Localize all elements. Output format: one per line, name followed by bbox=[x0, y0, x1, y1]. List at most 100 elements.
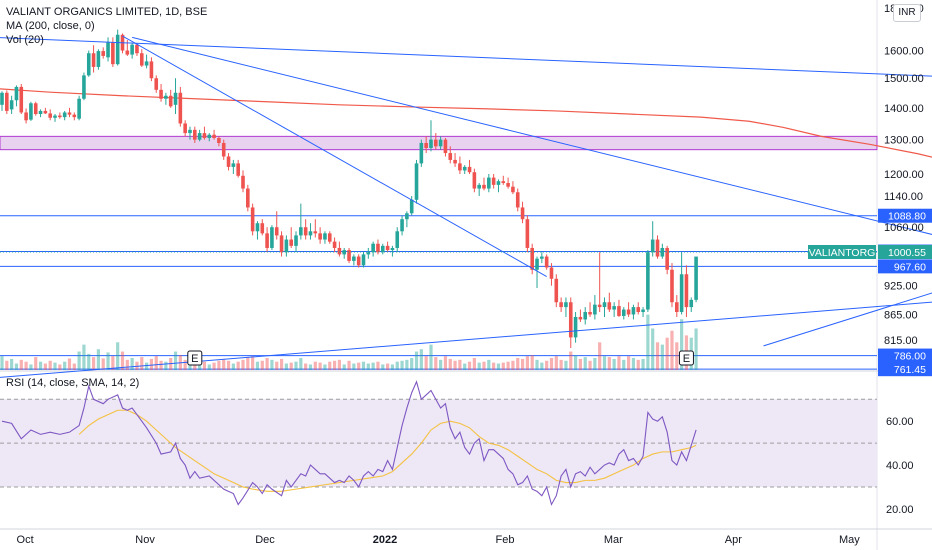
volume-bar bbox=[458, 359, 462, 370]
volume-legend[interactable]: Vol (20) bbox=[6, 34, 44, 46]
time-tick-label: Mar bbox=[604, 534, 623, 546]
volume-bar bbox=[207, 364, 211, 370]
volume-bar bbox=[622, 359, 626, 370]
candle-body bbox=[265, 233, 269, 248]
volume-bar bbox=[448, 358, 452, 370]
time-tick-label: May bbox=[839, 534, 860, 546]
volume-bar bbox=[164, 361, 168, 370]
volume-bar bbox=[602, 356, 607, 370]
price-tick-label: 1200.00 bbox=[884, 169, 924, 181]
volume-bar bbox=[231, 363, 235, 370]
volume-bar bbox=[530, 355, 534, 370]
candle-body bbox=[501, 181, 506, 184]
volume-bar bbox=[545, 360, 549, 370]
volume-bar bbox=[241, 359, 245, 370]
candle-body bbox=[559, 302, 563, 308]
rsi-line bbox=[1, 380, 697, 506]
volume-bar bbox=[111, 356, 115, 370]
volume-bar bbox=[289, 362, 293, 370]
candle-body bbox=[260, 223, 265, 234]
candle-body bbox=[607, 302, 612, 310]
candle-body bbox=[380, 245, 385, 253]
volume-bar bbox=[680, 319, 684, 370]
symbol-tag-label: VALIANTORG bbox=[809, 247, 876, 259]
trendlines-layer bbox=[0, 35, 932, 378]
volume-bar bbox=[390, 364, 395, 370]
ma-legend[interactable]: MA (200, close, 0) bbox=[6, 20, 95, 32]
candle-body bbox=[578, 316, 583, 320]
candle-body bbox=[250, 207, 255, 232]
trend-line bbox=[132, 36, 932, 235]
candle-body bbox=[371, 243, 375, 253]
candle-body bbox=[58, 115, 62, 118]
candle-body bbox=[289, 239, 293, 246]
volume-bar bbox=[535, 359, 539, 370]
candle-body bbox=[231, 163, 236, 167]
candle-body bbox=[588, 311, 592, 315]
candle-body bbox=[183, 123, 187, 134]
volume-bar bbox=[24, 361, 28, 370]
candle-body bbox=[593, 304, 597, 315]
axis-background bbox=[877, 0, 932, 550]
price-tick-label: 1600.00 bbox=[884, 46, 924, 58]
rsi-legend[interactable]: RSI (14, close, SMA, 14, 2) bbox=[6, 377, 140, 389]
candle-body bbox=[491, 177, 496, 185]
earnings-marker bbox=[678, 350, 694, 366]
volume-bar bbox=[251, 356, 255, 370]
candle-body bbox=[279, 235, 284, 253]
candle-body bbox=[178, 92, 183, 124]
volume-layer bbox=[0, 314, 698, 370]
volume-bar bbox=[564, 360, 568, 370]
symbol-legend[interactable]: VALIANT ORGANICS LIMITED, 1D, BSE bbox=[6, 6, 208, 18]
volume-bar bbox=[173, 351, 178, 370]
candle-body bbox=[111, 42, 115, 65]
candle-body bbox=[487, 177, 491, 189]
volume-bar bbox=[159, 360, 163, 370]
candle-body bbox=[246, 188, 250, 208]
volume-bar bbox=[405, 359, 409, 370]
rsi-tick-label: 20.00 bbox=[886, 504, 914, 516]
volume-bar bbox=[294, 361, 298, 370]
volume-bar bbox=[646, 314, 650, 370]
candle-body bbox=[82, 75, 86, 99]
volume-bar bbox=[414, 351, 419, 370]
volume-bar bbox=[627, 356, 631, 370]
candle-body bbox=[525, 219, 530, 248]
volume-bar bbox=[29, 364, 33, 370]
time-tick-label: Apr bbox=[725, 534, 742, 546]
volume-bar bbox=[651, 328, 655, 370]
price-level-tag-label: 761.45 bbox=[894, 364, 926, 376]
time-axis: Oct Nov Dec 2022 Feb Mar Apr May bbox=[17, 534, 861, 546]
volume-bar bbox=[525, 356, 529, 370]
candle-body bbox=[655, 239, 660, 257]
volume-bar bbox=[400, 360, 404, 370]
volume-bar bbox=[120, 351, 125, 370]
price-tick-label: 1400.00 bbox=[884, 103, 924, 115]
trend-line bbox=[122, 35, 547, 277]
candle-body bbox=[308, 231, 313, 236]
volume-bar bbox=[386, 363, 390, 370]
candle-body bbox=[650, 239, 655, 253]
price-level-tag bbox=[878, 208, 932, 223]
candle-body bbox=[429, 139, 433, 148]
volume-bar bbox=[641, 358, 645, 370]
candle-body bbox=[612, 306, 616, 310]
candle-body bbox=[568, 302, 573, 338]
volume-bar bbox=[226, 360, 231, 370]
volume-bar bbox=[130, 358, 134, 370]
candle-body bbox=[33, 103, 38, 115]
price-tick-label: 1060.00 bbox=[884, 222, 924, 234]
candle-body bbox=[38, 110, 43, 115]
candle-body bbox=[294, 235, 298, 246]
candle-body bbox=[626, 309, 631, 315]
candle-body bbox=[274, 227, 279, 236]
price-level-tag bbox=[878, 362, 932, 377]
candle-body bbox=[684, 274, 689, 308]
currency-badge[interactable]: INR bbox=[893, 4, 921, 22]
volume-bar bbox=[304, 363, 308, 370]
candle-body bbox=[313, 231, 318, 234]
candle-body bbox=[414, 163, 419, 200]
volume-bar bbox=[222, 358, 226, 370]
candle-body bbox=[144, 61, 149, 66]
